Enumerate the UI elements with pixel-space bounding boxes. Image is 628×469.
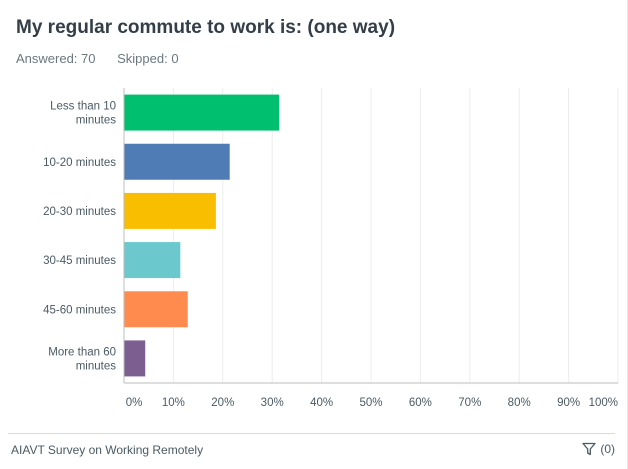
bar[interactable]	[124, 192, 216, 229]
bar[interactable]	[124, 242, 181, 279]
category-label: 10-20 minutes	[43, 157, 116, 169]
tick-label: 60%	[409, 397, 432, 409]
category-label: minutes	[76, 115, 117, 127]
tick-label: 40%	[310, 397, 333, 409]
tick-label: 10%	[162, 397, 185, 409]
category-label: More than 60	[48, 346, 116, 358]
category-label: 45-60 minutes	[43, 304, 116, 316]
question-title: My regular commute to work is: (one way)	[16, 17, 396, 38]
bar-chart: Less than 10 minutes 10-20 minutes 20-30 mi…	[43, 88, 619, 409]
filter-count: (0)	[600, 442, 615, 456]
tick-label: 0%	[126, 397, 143, 409]
category-label: 20-30 minutes	[43, 206, 116, 218]
bar[interactable]	[124, 94, 280, 131]
footer-divider	[8, 433, 615, 434]
filter-icon	[582, 442, 596, 456]
bar[interactable]	[124, 340, 146, 377]
response-stats: Answered: 70 Skipped: 0	[16, 51, 197, 66]
tick-label: 70%	[458, 397, 481, 409]
tick-label: 90%	[557, 397, 580, 409]
category-label: 30-45 minutes	[43, 255, 116, 267]
survey-name: AIAVT Survey on Working Remotely	[11, 443, 204, 457]
tick-label: 30%	[261, 397, 284, 409]
tick-label: 80%	[508, 397, 531, 409]
tick-label: 20%	[211, 397, 234, 409]
tick-label: 50%	[359, 397, 382, 409]
bar[interactable]	[124, 143, 230, 180]
skipped-count: Skipped: 0	[117, 51, 179, 66]
category-label: Less than 10	[50, 101, 116, 113]
bar[interactable]	[124, 291, 188, 328]
filter-button[interactable]: (0)	[582, 442, 615, 456]
answered-count: Answered: 70	[16, 51, 96, 66]
tick-label: 100%	[589, 397, 618, 409]
category-label: minutes	[76, 360, 117, 372]
